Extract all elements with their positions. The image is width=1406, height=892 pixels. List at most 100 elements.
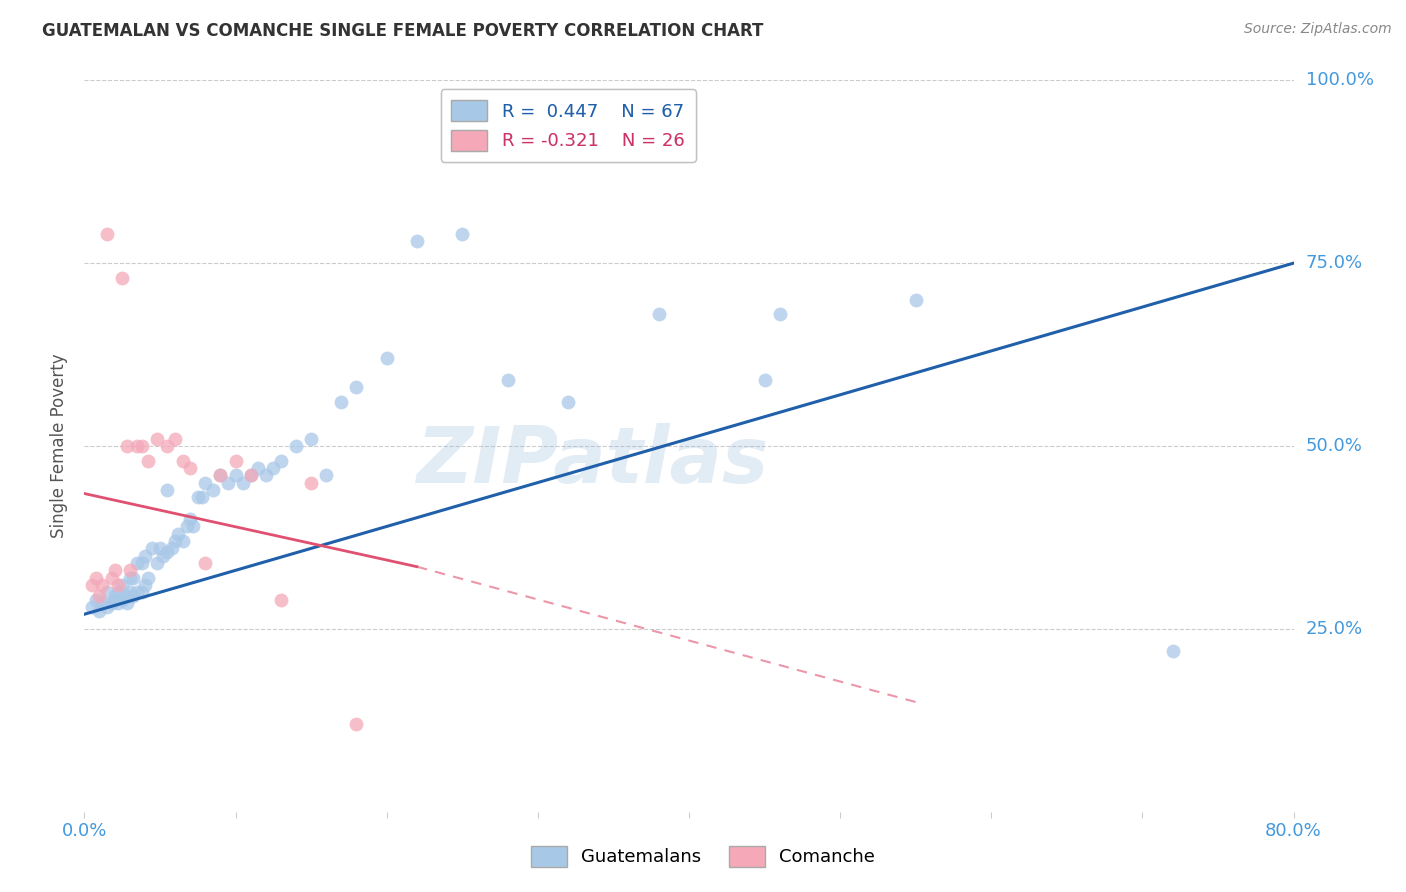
Point bbox=[118, 571, 141, 585]
Point bbox=[146, 432, 169, 446]
Point bbox=[80, 578, 103, 592]
Point bbox=[163, 534, 186, 549]
Point bbox=[167, 526, 190, 541]
Point bbox=[127, 556, 149, 570]
Point bbox=[375, 351, 398, 366]
Point bbox=[107, 578, 129, 592]
Point bbox=[172, 534, 194, 549]
Point bbox=[904, 293, 927, 307]
Point bbox=[111, 592, 134, 607]
Point bbox=[156, 545, 179, 559]
Point bbox=[111, 578, 134, 592]
Point bbox=[194, 556, 217, 570]
Point bbox=[647, 307, 671, 321]
Point bbox=[247, 461, 270, 475]
Point bbox=[118, 585, 141, 599]
Point bbox=[194, 475, 217, 490]
Point bbox=[1161, 644, 1184, 658]
Point bbox=[346, 380, 368, 394]
Point bbox=[89, 603, 111, 617]
Point bbox=[406, 234, 429, 248]
Point bbox=[121, 589, 143, 603]
Point bbox=[152, 549, 174, 563]
Point bbox=[754, 373, 776, 387]
Point bbox=[176, 519, 198, 533]
Point bbox=[134, 549, 156, 563]
Point bbox=[104, 592, 127, 607]
Point bbox=[451, 227, 474, 241]
Point bbox=[191, 490, 214, 504]
Point bbox=[284, 439, 308, 453]
Text: Source: ZipAtlas.com: Source: ZipAtlas.com bbox=[1244, 22, 1392, 37]
Point bbox=[91, 596, 114, 610]
Point bbox=[121, 571, 143, 585]
Point bbox=[209, 468, 232, 483]
Point bbox=[131, 585, 153, 599]
Point bbox=[187, 490, 209, 504]
Point bbox=[104, 589, 127, 603]
Point bbox=[91, 578, 114, 592]
Point bbox=[232, 475, 254, 490]
Point bbox=[179, 512, 201, 526]
Point bbox=[330, 395, 353, 409]
Point bbox=[100, 571, 122, 585]
Point bbox=[254, 468, 277, 483]
Point bbox=[96, 227, 118, 241]
Point bbox=[118, 563, 141, 577]
Point bbox=[557, 395, 579, 409]
Point bbox=[86, 571, 108, 585]
Legend: Guatemalans, Comanche: Guatemalans, Comanche bbox=[523, 838, 883, 874]
Point bbox=[160, 541, 183, 556]
Point bbox=[262, 461, 284, 475]
Point bbox=[136, 453, 159, 467]
Point bbox=[115, 439, 138, 453]
Point bbox=[115, 589, 138, 603]
Point bbox=[217, 475, 239, 490]
Text: 50.0%: 50.0% bbox=[1306, 437, 1362, 455]
Point bbox=[156, 483, 179, 497]
Point bbox=[299, 475, 322, 490]
Point bbox=[299, 432, 322, 446]
Point bbox=[134, 578, 156, 592]
Point bbox=[239, 468, 262, 483]
Point bbox=[136, 571, 159, 585]
Point bbox=[225, 468, 247, 483]
Point bbox=[149, 541, 172, 556]
Text: 100.0%: 100.0% bbox=[1306, 71, 1374, 89]
Point bbox=[201, 483, 224, 497]
Point bbox=[127, 585, 149, 599]
Point bbox=[96, 599, 118, 614]
Point bbox=[239, 468, 262, 483]
Text: 25.0%: 25.0% bbox=[1306, 620, 1362, 638]
Point bbox=[115, 596, 138, 610]
Point bbox=[172, 453, 194, 467]
Point bbox=[111, 270, 134, 285]
Point bbox=[100, 596, 122, 610]
Point bbox=[315, 468, 337, 483]
Text: ZIPatlas: ZIPatlas bbox=[416, 423, 768, 499]
Point bbox=[146, 556, 169, 570]
Point bbox=[163, 432, 186, 446]
Point bbox=[89, 589, 111, 603]
Point bbox=[209, 468, 232, 483]
Point bbox=[127, 439, 149, 453]
Point bbox=[131, 556, 153, 570]
Point bbox=[179, 461, 201, 475]
Point bbox=[104, 563, 127, 577]
Point bbox=[496, 373, 519, 387]
Point bbox=[270, 592, 292, 607]
Point bbox=[80, 599, 103, 614]
Point bbox=[156, 439, 179, 453]
Legend: R =  0.447    N = 67, R = -0.321    N = 26: R = 0.447 N = 67, R = -0.321 N = 26 bbox=[440, 89, 696, 161]
Point bbox=[769, 307, 792, 321]
Point bbox=[96, 585, 118, 599]
Point bbox=[141, 541, 163, 556]
Point bbox=[181, 519, 204, 533]
Text: 75.0%: 75.0% bbox=[1306, 254, 1362, 272]
Point bbox=[225, 453, 247, 467]
Point bbox=[270, 453, 292, 467]
Point bbox=[86, 592, 108, 607]
Point bbox=[346, 717, 368, 731]
Point bbox=[107, 596, 129, 610]
Text: GUATEMALAN VS COMANCHE SINGLE FEMALE POVERTY CORRELATION CHART: GUATEMALAN VS COMANCHE SINGLE FEMALE POV… bbox=[42, 22, 763, 40]
